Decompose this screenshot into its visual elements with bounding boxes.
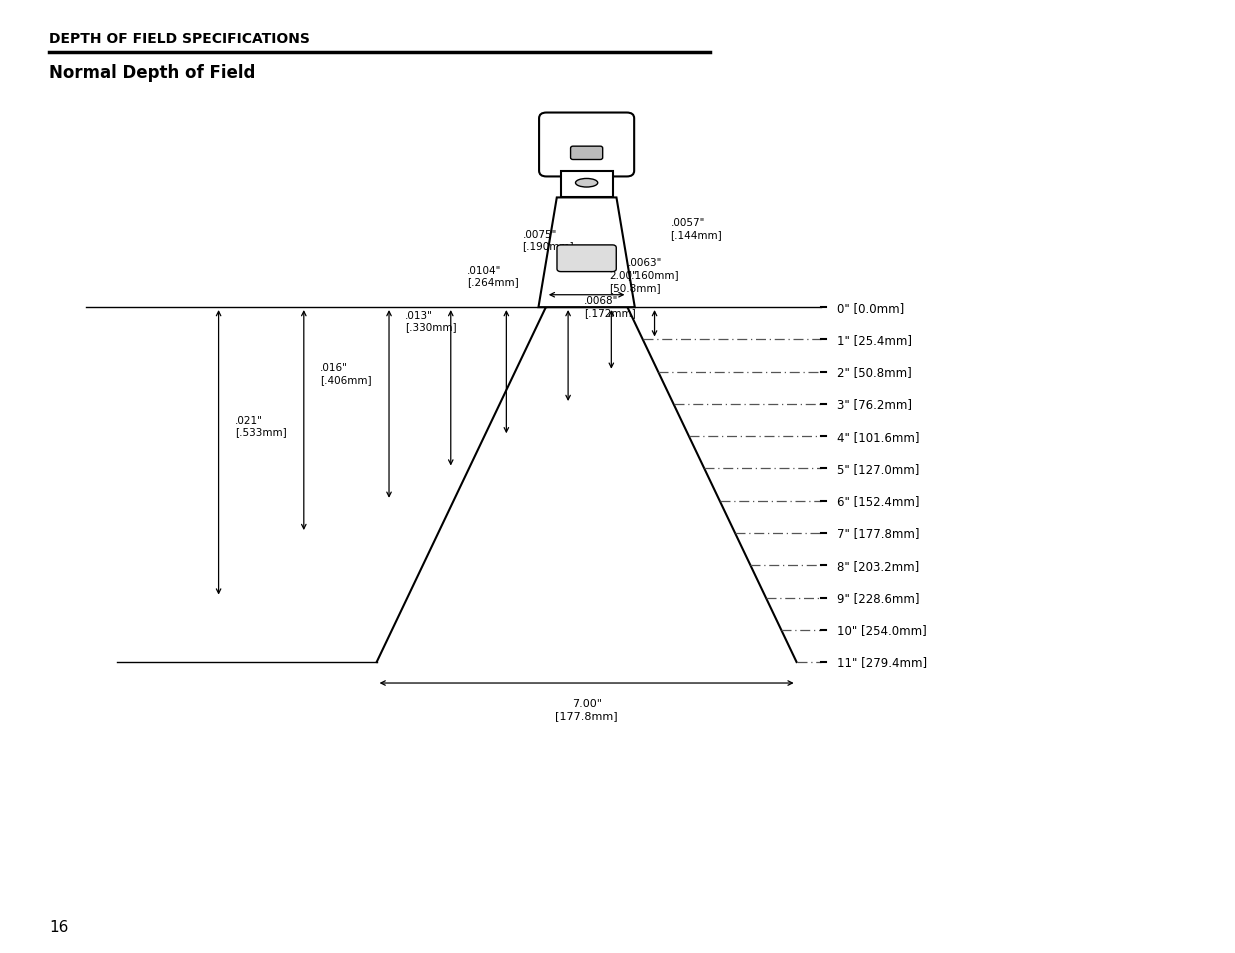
- Text: 5" [127.0mm]: 5" [127.0mm]: [837, 462, 920, 476]
- Text: 7" [177.8mm]: 7" [177.8mm]: [837, 527, 920, 540]
- Ellipse shape: [576, 179, 598, 188]
- Text: .013"
[.330mm]: .013" [.330mm]: [405, 311, 457, 332]
- Text: 7.00"
[177.8mm]: 7.00" [177.8mm]: [556, 699, 618, 720]
- Text: .021"
[.533mm]: .021" [.533mm]: [235, 416, 287, 436]
- Text: 1" [25.4mm]: 1" [25.4mm]: [837, 334, 913, 347]
- Text: 10" [254.0mm]: 10" [254.0mm]: [837, 623, 927, 637]
- Text: 11" [279.4mm]: 11" [279.4mm]: [837, 656, 927, 669]
- FancyBboxPatch shape: [557, 246, 616, 273]
- Text: 4" [101.6mm]: 4" [101.6mm]: [837, 430, 920, 443]
- Polygon shape: [538, 198, 635, 308]
- Text: 2.00"
[50.8mm]: 2.00" [50.8mm]: [609, 271, 661, 293]
- Text: Normal Depth of Field: Normal Depth of Field: [49, 64, 256, 82]
- Bar: [561, 172, 613, 198]
- Text: .0063"
[.160mm]: .0063" [.160mm]: [627, 258, 679, 279]
- Text: 3" [76.2mm]: 3" [76.2mm]: [837, 398, 913, 411]
- Text: 2" [50.8mm]: 2" [50.8mm]: [837, 366, 913, 378]
- Text: .0057"
[.144mm]: .0057" [.144mm]: [671, 218, 722, 239]
- Text: .0075"
[.190mm]: .0075" [.190mm]: [522, 230, 574, 251]
- Text: 9" [228.6mm]: 9" [228.6mm]: [837, 592, 920, 604]
- Text: DEPTH OF FIELD SPECIFICATIONS: DEPTH OF FIELD SPECIFICATIONS: [49, 31, 310, 46]
- Text: 16: 16: [49, 919, 69, 934]
- Text: 0" [0.0mm]: 0" [0.0mm]: [837, 301, 904, 314]
- FancyBboxPatch shape: [571, 147, 603, 160]
- Text: .0104"
[.264mm]: .0104" [.264mm]: [467, 266, 519, 287]
- Text: .0068"
[.172mm]: .0068" [.172mm]: [584, 296, 636, 317]
- Text: .016"
[.406mm]: .016" [.406mm]: [320, 363, 372, 384]
- FancyBboxPatch shape: [538, 113, 634, 177]
- Text: 6" [152.4mm]: 6" [152.4mm]: [837, 495, 920, 508]
- Text: 8" [203.2mm]: 8" [203.2mm]: [837, 559, 920, 572]
